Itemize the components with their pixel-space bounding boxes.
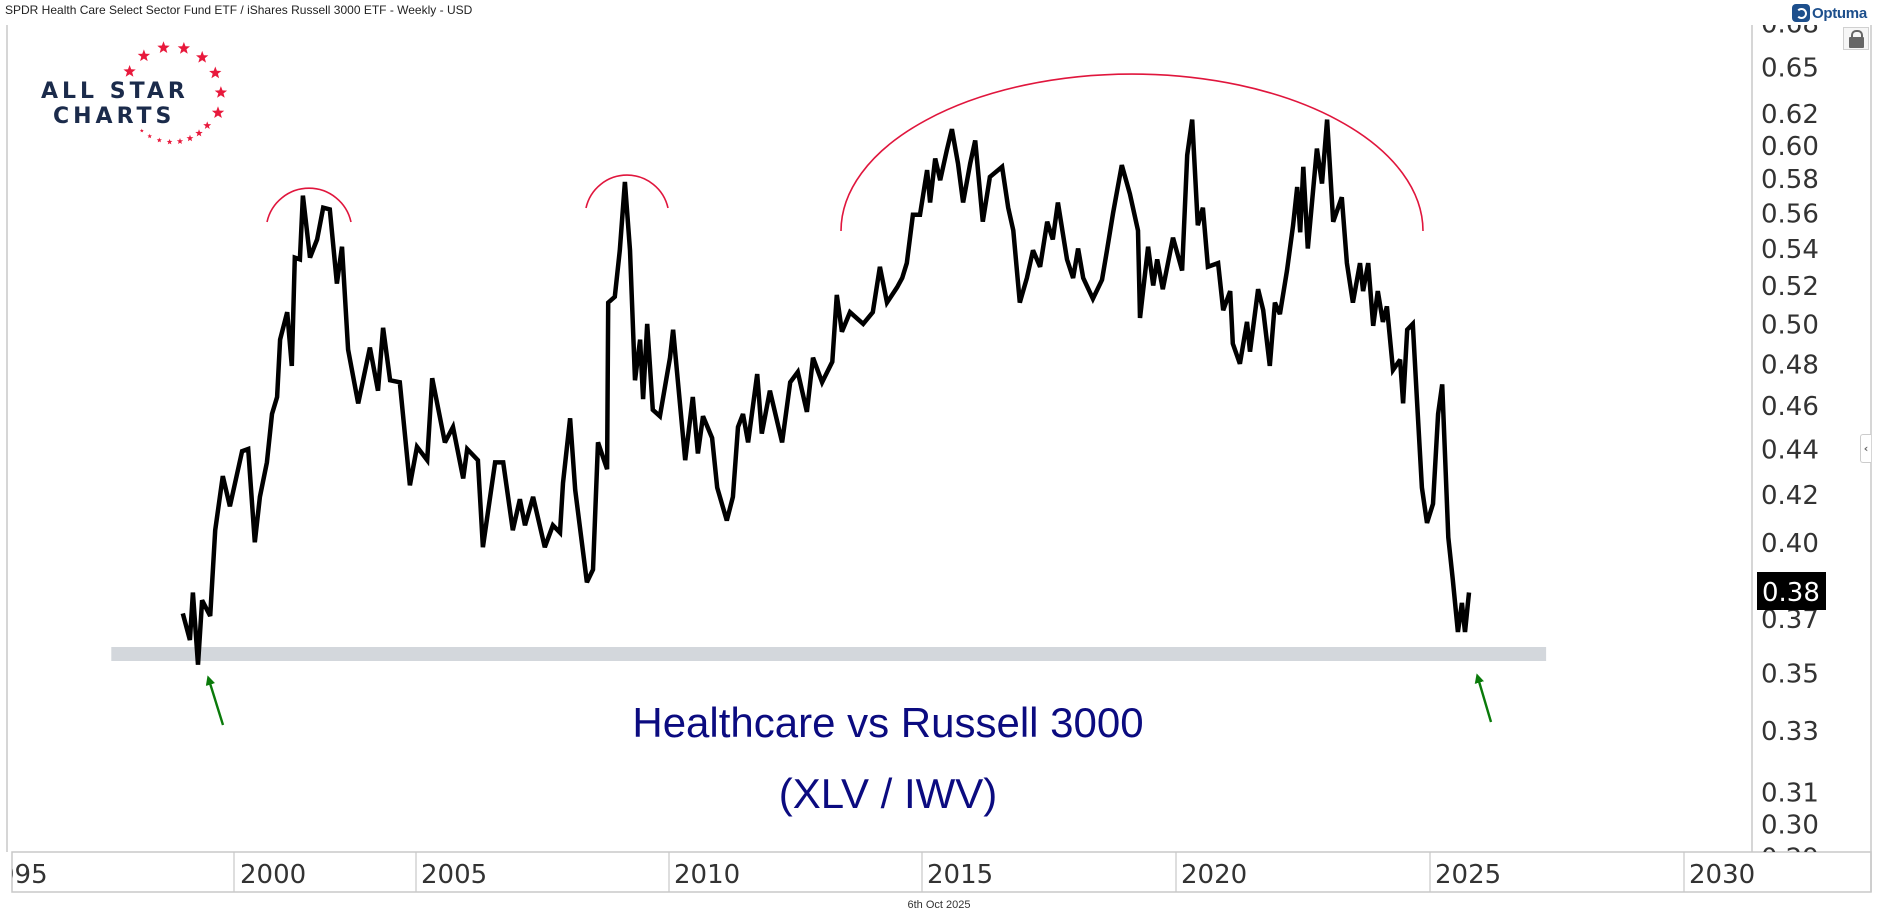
logo-star [214,86,228,98]
y-tick-label: 0.30 [1761,810,1819,840]
logo-star [203,121,212,129]
y-tick-label: 0.56 [1761,199,1819,229]
logo-text-line1: ALL STAR [41,79,189,104]
y-tick-label: 0.44 [1761,436,1819,466]
green-arrow-left [205,675,225,726]
y-tick-label: 0.48 [1761,350,1819,380]
logo-text-line2: CHARTS [53,104,175,129]
logo-star [123,65,136,77]
chart-header-title: SPDR Health Care Select Sector Fund ETF … [5,3,473,17]
x-tick-label: 2020 [1181,860,1247,890]
y-tick-label: 0.65 [1761,54,1819,84]
x-tick-label: 2005 [421,860,487,890]
chart-subtitle: (XLV / IWV) [779,770,998,817]
logo-star [166,138,173,145]
logo-star [209,66,222,79]
logo-star [156,137,162,143]
y-tick-label: 0.46 [1761,392,1819,422]
top-arc-2001 [266,187,352,223]
last-value-label: 0.38 [1757,572,1826,610]
x-tick-label: 2010 [674,860,740,890]
logo-star [195,129,203,137]
logo-star [137,49,151,62]
y-tick-label: 0.31 [1761,778,1819,808]
y-tick-label: 0.33 [1761,717,1819,747]
all-star-charts-logo: ALL STAR CHARTS [41,41,228,145]
x-tick-label: 2000 [240,860,306,890]
chart-date: 6th Oct 2025 [907,899,971,911]
x-axis-strip[interactable] [11,851,1872,893]
chevron-left-icon[interactable]: ‹ [1860,434,1871,463]
optuma-logo: Optuma [1792,3,1867,23]
x-tick-label: 2015 [927,860,993,890]
y-tick-label: 0.37 [1761,605,1819,635]
last-value-text: 0.38 [1762,578,1820,608]
y-tick-label: 0.68 [1761,9,1819,39]
y-tick-label: 0.35 [1761,660,1819,690]
series-line-xlv-iwv [180,119,1472,665]
logo-star [186,134,194,142]
green-arrow-right [1474,673,1493,723]
y-tick-label: 0.58 [1761,165,1819,195]
y-tick-label: 0.42 [1761,481,1819,511]
logo-star [157,41,170,53]
logo-star [196,50,209,63]
top-arc-2014-2024 [840,73,1424,232]
y-tick-label: 0.50 [1761,310,1819,340]
top-arc-2009 [585,174,669,209]
x-tick-label: 2030 [1689,860,1755,890]
lock-icon[interactable] [1843,27,1869,50]
chart-title: Healthcare vs Russell 3000 [632,699,1143,746]
y-tick-label: 0.52 [1761,272,1819,302]
x-tick-label: 995 [0,860,48,890]
logo-star [211,106,225,118]
y-tick-label: 0.29 [1761,844,1819,874]
y-tick-label: 0.62 [1761,100,1819,130]
support-band [111,647,1547,661]
logo-star [147,133,152,139]
logo-star [176,138,184,144]
y-tick-label: 0.40 [1761,529,1819,559]
logo-star [139,128,144,133]
last-value-box [1757,572,1826,610]
x-tick-label: 2025 [1435,860,1501,890]
optuma-mark-icon [1792,4,1810,22]
y-tick-label: 0.60 [1761,132,1819,162]
optuma-text: Optuma [1812,4,1867,22]
y-tick-label: 0.54 [1761,235,1819,265]
logo-star [177,42,190,54]
